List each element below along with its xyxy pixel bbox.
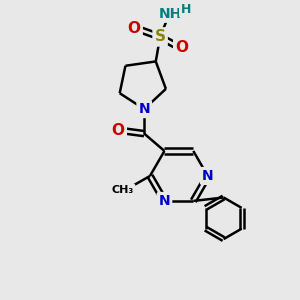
Text: N: N	[138, 102, 150, 116]
Text: N: N	[159, 194, 170, 208]
Text: CH₃: CH₃	[111, 185, 134, 195]
Text: S: S	[154, 29, 166, 44]
Text: N: N	[202, 169, 214, 183]
Text: H: H	[181, 3, 191, 16]
Text: O: O	[112, 123, 125, 138]
Text: O: O	[128, 21, 141, 36]
Text: O: O	[175, 40, 188, 55]
Text: NH: NH	[159, 7, 182, 21]
